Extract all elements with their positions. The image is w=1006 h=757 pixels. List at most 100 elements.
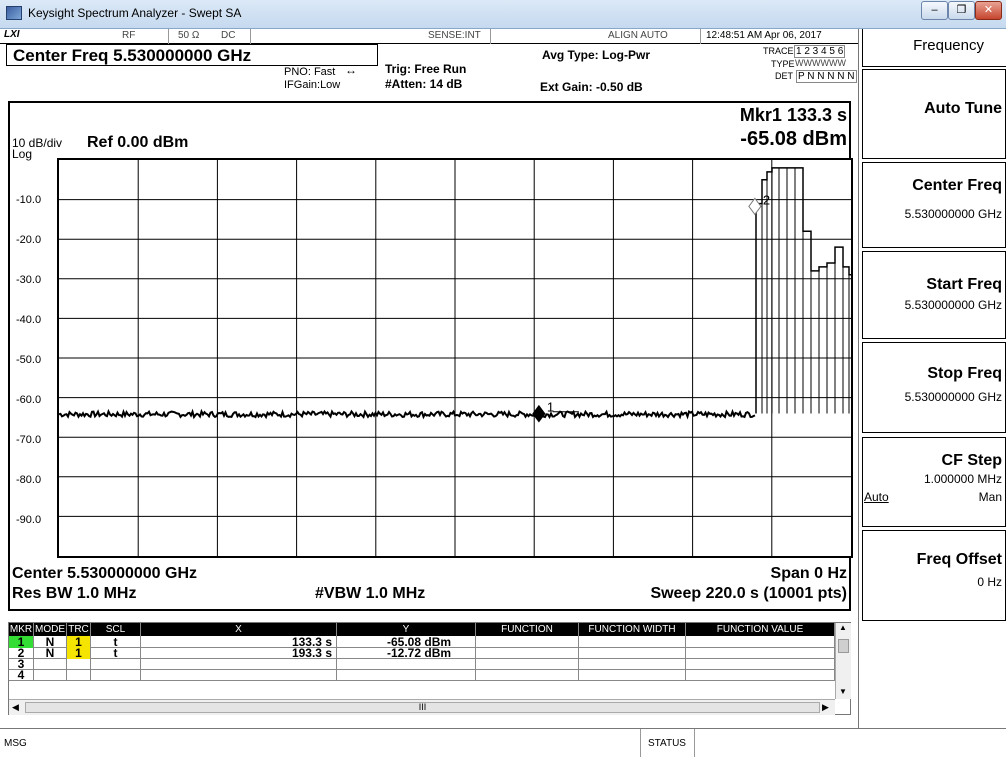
cf-step-button[interactable]: CF Step 1.000000 MHz Auto Man <box>862 437 1006 527</box>
window-title: Keysight Spectrum Analyzer - Swept SA <box>28 6 242 20</box>
vscroll-thumb[interactable] <box>838 639 849 653</box>
marker-cell-y <box>337 658 476 670</box>
marker-cell-trc: 1 <box>67 636 91 648</box>
trig-label: Trig: Free Run <box>385 62 467 76</box>
marker-cell-mkr: 2 <box>9 647 34 659</box>
marker-cell-x <box>141 669 337 681</box>
marker-cell-x <box>141 658 337 670</box>
status-label: STATUS <box>648 738 686 749</box>
scroll-right-icon[interactable]: ▶ <box>822 702 829 712</box>
instrument-status-row: LXI RF 50 Ω DC SENSE:INT ALIGN AUTO 12:4… <box>0 29 858 44</box>
marker-table-hscroll[interactable]: ◀ III ▶ <box>9 699 835 715</box>
trace-label: TRACE <box>763 46 794 56</box>
pno-label: PNO: Fast <box>284 66 336 78</box>
marker-row-4[interactable]: 4 <box>9 669 835 681</box>
start-freq-button[interactable]: Start Freq 5.530000000 GHz <box>862 251 1006 339</box>
marker1-diamond-label: 1 <box>547 400 554 415</box>
marker2-diamond-icon <box>748 197 762 216</box>
marker-row-1[interactable]: 1 N 1 t 133.3 s -65.08 dBm <box>9 636 835 648</box>
marker-cell-scl: t <box>91 647 141 659</box>
marker-readout-level: -65.08 dBm <box>740 128 847 150</box>
marker-cell-x: 193.3 s <box>141 647 337 659</box>
marker-readout-time: Mkr1 133.3 s <box>739 105 847 125</box>
marker1-diamond-icon <box>532 404 546 423</box>
center-freq-title: Center Freq 5.530000000 GHz <box>13 46 252 65</box>
marker-table-header: MKR MODE TRC SCL X Y FUNCTION FUNCTION W… <box>9 623 835 636</box>
marker-cell-fv <box>686 636 835 648</box>
marker-cell-mode <box>34 669 67 681</box>
scroll-up-icon[interactable]: ▲ <box>839 623 847 632</box>
y-axis-label: -40.0 <box>16 314 42 326</box>
atten-label: #Atten: 14 dB <box>385 77 463 91</box>
datetime: 12:48:51 AM Apr 06, 2017 <box>706 30 822 41</box>
marker-cell-fw <box>579 636 686 648</box>
marker-cell-mode: N <box>34 636 67 648</box>
y-axis-label: -60.0 <box>16 394 42 406</box>
close-icon[interactable]: ✕ <box>975 1 1002 20</box>
y-axis-label: -30.0 <box>16 274 42 286</box>
trig-arrow-icon: ↔ <box>345 63 357 77</box>
vbw-label: #VBW 1.0 MHz <box>315 585 426 602</box>
msg-label: MSG <box>4 738 27 749</box>
y-axis-label: -80.0 <box>16 474 42 486</box>
sweep-label: Sweep 220.0 s (10001 pts) <box>650 585 847 602</box>
sense-label: SENSE:INT <box>428 30 481 41</box>
y-axis-label: -20.0 <box>16 234 42 246</box>
marker-cell-mkr: 3 <box>9 658 34 670</box>
marker-cell-mode <box>34 658 67 670</box>
coupling-label: DC <box>221 30 236 41</box>
center-frequency-label: Center 5.530000000 GHz <box>12 565 197 582</box>
reference-level: Ref 0.00 dBm <box>87 134 189 151</box>
hscroll-thumb[interactable]: III <box>25 702 820 713</box>
center-freq-button[interactable]: Center Freq 5.530000000 GHz <box>862 162 1006 248</box>
cf-step-man-option: Man <box>978 490 1002 504</box>
stop-freq-button[interactable]: Stop Freq 5.530000000 GHz <box>862 342 1006 433</box>
marker-cell-fw <box>579 658 686 670</box>
det-values: P N N N N N <box>796 70 857 83</box>
app-icon <box>6 6 22 20</box>
y-axis-label: -10.0 <box>16 194 42 206</box>
impedance-label: 50 Ω <box>178 30 200 41</box>
y-axis-label: -50.0 <box>16 354 42 366</box>
marker-cell-y: -65.08 dBm <box>337 636 476 648</box>
marker-cell-trc <box>67 658 91 670</box>
window-title-bar: Keysight Spectrum Analyzer - Swept SA – … <box>0 0 1006 29</box>
marker-cell-mode: N <box>34 647 67 659</box>
trace-numbers: 1 2 3 4 5 6 <box>794 45 846 58</box>
marker-table-vscroll[interactable]: ▲ ▼ <box>835 623 851 699</box>
freq-offset-button[interactable]: Freq Offset 0 Hz <box>862 530 1006 621</box>
avg-type-label: Avg Type: Log-Pwr <box>542 48 650 62</box>
marker-cell-y: -12.72 dBm <box>337 647 476 659</box>
marker-cell-y <box>337 669 476 681</box>
marker-cell-mkr: 1 <box>9 636 34 648</box>
scroll-down-icon[interactable]: ▼ <box>839 687 847 696</box>
marker-row-2[interactable]: 2 N 1 t 193.3 s -12.72 dBm <box>9 647 835 659</box>
rf-input-label: RF <box>122 30 136 41</box>
trace-plot: 12 <box>58 160 851 556</box>
maximize-icon[interactable]: ❐ <box>948 1 975 20</box>
trace-display-panel[interactable]: 10 dB/div Log Ref 0.00 dBm Mkr1 133.3 s … <box>8 101 853 611</box>
menu-title-frequency: Frequency <box>862 29 1006 67</box>
auto-tune-button[interactable]: Auto Tune <box>862 69 1006 159</box>
trace-noise-floor <box>58 408 756 420</box>
marker-cell-scl <box>91 669 141 681</box>
marker-cell-fw <box>579 647 686 659</box>
y-axis-label: -90.0 <box>16 514 42 526</box>
message-bar: MSG STATUS <box>0 728 1006 757</box>
marker-cell-fn <box>476 658 579 670</box>
marker-row-3[interactable]: 3 <box>9 658 835 670</box>
marker-cell-fn <box>476 647 579 659</box>
marker-cell-x: 133.3 s <box>141 636 337 648</box>
scale-per-div: 10 dB/div <box>12 136 63 150</box>
marker-cell-trc <box>67 669 91 681</box>
marker-cell-trc: 1 <box>67 647 91 659</box>
marker-table[interactable]: MKR MODE TRC SCL X Y FUNCTION FUNCTION W… <box>8 622 851 715</box>
center-freq-header-box: Center Freq 5.530000000 GHz <box>6 44 378 66</box>
marker-cell-fv <box>686 669 835 681</box>
y-axis-label: -70.0 <box>16 434 42 446</box>
scroll-left-icon[interactable]: ◀ <box>12 702 19 712</box>
minimize-icon[interactable]: – <box>921 1 948 20</box>
marker2-diamond-label: 2 <box>763 192 770 207</box>
lxi-logo: LXI <box>4 29 20 40</box>
